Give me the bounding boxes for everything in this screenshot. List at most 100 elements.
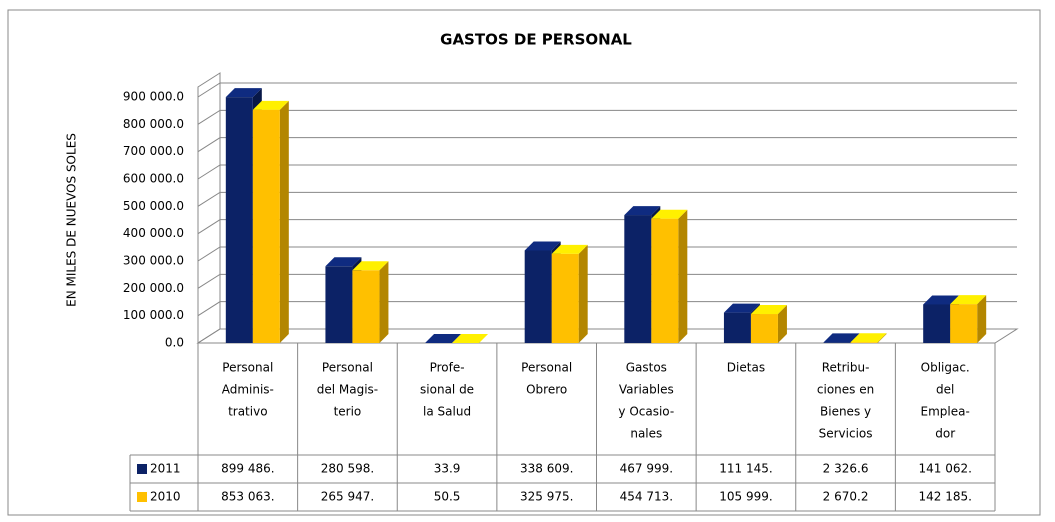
x-tick-label: Servicios xyxy=(819,427,873,441)
bar-top xyxy=(723,303,760,313)
y-tick-label: 400 000.0 xyxy=(123,226,184,240)
bar xyxy=(850,333,887,343)
bar-top xyxy=(850,333,887,343)
x-tick-label: Variables xyxy=(619,383,674,397)
bar-top xyxy=(823,333,860,343)
bar xyxy=(950,295,987,343)
data-label: 338 609. xyxy=(520,462,573,476)
bar-front xyxy=(551,253,579,343)
x-tick-label: sional de xyxy=(420,383,474,397)
x-tick-label: Retribu- xyxy=(822,361,870,375)
y-tick-label: 800 000.0 xyxy=(123,117,184,131)
data-label: 280 598. xyxy=(321,462,374,476)
data-label: 454 713. xyxy=(620,490,673,504)
bar-side xyxy=(379,261,389,343)
bar-top xyxy=(651,209,688,219)
bar-side xyxy=(777,305,787,343)
y-tick-label: 0.0 xyxy=(165,336,184,350)
y-tick-label: 600 000.0 xyxy=(123,172,184,186)
bar-front xyxy=(723,312,751,343)
back-wall xyxy=(197,72,221,344)
x-tick-label: Obligac. xyxy=(921,361,970,375)
y-tick-label: 700 000.0 xyxy=(123,144,184,158)
data-label: 141 062. xyxy=(918,462,971,476)
bar-front xyxy=(352,270,380,343)
data-label: 50.5 xyxy=(434,490,461,504)
bar-front xyxy=(252,109,280,344)
x-tick-label: y Ocasio- xyxy=(618,405,674,419)
bar xyxy=(651,209,688,343)
y-tick-label: 500 000.0 xyxy=(123,199,184,213)
bar-front xyxy=(225,97,253,343)
data-label: 325 975. xyxy=(520,490,573,504)
bar-front xyxy=(624,215,652,343)
y-tick-label: 300 000.0 xyxy=(123,254,184,268)
x-tick-label: del Magis- xyxy=(317,383,378,397)
bar-front xyxy=(325,266,353,343)
x-tick-label: Obrero xyxy=(526,383,567,397)
x-tick-label: nales xyxy=(630,427,662,441)
bar-top xyxy=(950,295,987,305)
data-label: 2 670.2 xyxy=(823,490,869,504)
bar-front xyxy=(850,342,878,343)
bar-side xyxy=(678,209,688,343)
data-label: 467 999. xyxy=(620,462,673,476)
bar-top xyxy=(750,305,787,315)
floor xyxy=(196,328,1019,344)
data-label: 33.9 xyxy=(434,462,461,476)
x-tick-label: terio xyxy=(334,405,362,419)
y-tick-label: 900 000.0 xyxy=(123,90,184,104)
bar-top xyxy=(524,241,561,251)
x-tick-label: Adminis- xyxy=(222,383,274,397)
chart-title: GASTOS DE PERSONAL xyxy=(440,31,632,49)
bar-front xyxy=(923,304,951,343)
bar-side xyxy=(279,100,289,344)
data-label: 111 145. xyxy=(719,462,772,476)
data-label: 142 185. xyxy=(918,490,971,504)
grid-line xyxy=(197,164,1017,180)
grid-line xyxy=(197,246,1017,262)
bar-top xyxy=(252,100,289,110)
bar-top xyxy=(325,257,362,267)
chart-frame xyxy=(7,9,1041,516)
grid-line xyxy=(197,191,1017,207)
bar-top xyxy=(425,333,462,343)
bar xyxy=(452,333,489,343)
bar-side xyxy=(877,333,887,343)
bar-top xyxy=(452,333,489,343)
x-tick-label: Gastos xyxy=(626,361,667,375)
bar-side xyxy=(479,333,489,343)
x-tick-label: la Salud xyxy=(423,405,471,419)
x-tick-label: dor xyxy=(935,427,955,441)
bar-top xyxy=(551,244,588,254)
bar xyxy=(551,244,588,343)
bar-top xyxy=(624,206,661,216)
x-tick-label: trativo xyxy=(228,405,267,419)
bar-front xyxy=(651,218,679,343)
grid-line xyxy=(197,301,1017,317)
x-tick-label: del xyxy=(936,383,954,397)
bar-side xyxy=(977,295,987,343)
legend-swatch xyxy=(137,464,147,474)
bar-front xyxy=(950,304,978,343)
bar xyxy=(252,100,289,344)
x-tick-label: Emplea- xyxy=(921,405,970,419)
legend-label: 2010 xyxy=(150,490,181,504)
bar xyxy=(750,305,787,343)
grid-line xyxy=(197,273,1017,289)
bar-front xyxy=(750,314,778,343)
data-label: 899 486. xyxy=(221,462,274,476)
x-tick-label: Profe- xyxy=(430,361,465,375)
bar-top xyxy=(352,261,389,271)
grid-line xyxy=(197,219,1017,235)
y-tick-label: 100 000.0 xyxy=(123,308,184,322)
x-tick-label: Personal xyxy=(222,361,273,375)
x-tick-label: Bienes y xyxy=(820,405,871,419)
bar xyxy=(352,261,389,343)
legend-swatch xyxy=(137,492,147,502)
grid-line xyxy=(197,137,1017,153)
data-label: 853 063. xyxy=(221,490,274,504)
y-axis-label: EN MILES DE NUEVOS SOLES xyxy=(65,133,79,307)
x-tick-label: Dietas xyxy=(727,361,765,375)
